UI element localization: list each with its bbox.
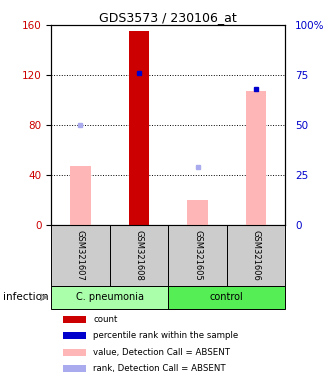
Text: infection: infection	[3, 292, 49, 302]
Text: value, Detection Call = ABSENT: value, Detection Call = ABSENT	[93, 348, 230, 357]
Bar	[63, 332, 86, 339]
Bar	[63, 365, 86, 372]
Bar	[70, 166, 91, 225]
Text: GSM321605: GSM321605	[193, 230, 202, 281]
Title: GDS3573 / 230106_at: GDS3573 / 230106_at	[99, 11, 237, 24]
Bar	[168, 225, 227, 286]
Text: rank, Detection Call = ABSENT: rank, Detection Call = ABSENT	[93, 364, 226, 373]
Bar	[168, 286, 285, 309]
Text: GSM321606: GSM321606	[252, 230, 261, 281]
Text: C. pneumonia: C. pneumonia	[76, 292, 144, 302]
Text: control: control	[210, 292, 244, 302]
Bar	[227, 225, 285, 286]
Bar	[187, 200, 208, 225]
Text: percentile rank within the sample: percentile rank within the sample	[93, 331, 239, 340]
Bar	[63, 349, 86, 356]
Bar	[63, 316, 86, 323]
Bar	[51, 286, 168, 309]
Bar	[110, 225, 168, 286]
Bar	[129, 31, 149, 225]
Text: GSM321607: GSM321607	[76, 230, 85, 281]
Bar	[51, 225, 110, 286]
Text: GSM321608: GSM321608	[135, 230, 144, 281]
Text: count: count	[93, 315, 118, 324]
Bar	[246, 91, 266, 225]
